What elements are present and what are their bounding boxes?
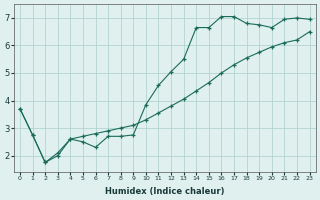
X-axis label: Humidex (Indice chaleur): Humidex (Indice chaleur) [105,187,225,196]
